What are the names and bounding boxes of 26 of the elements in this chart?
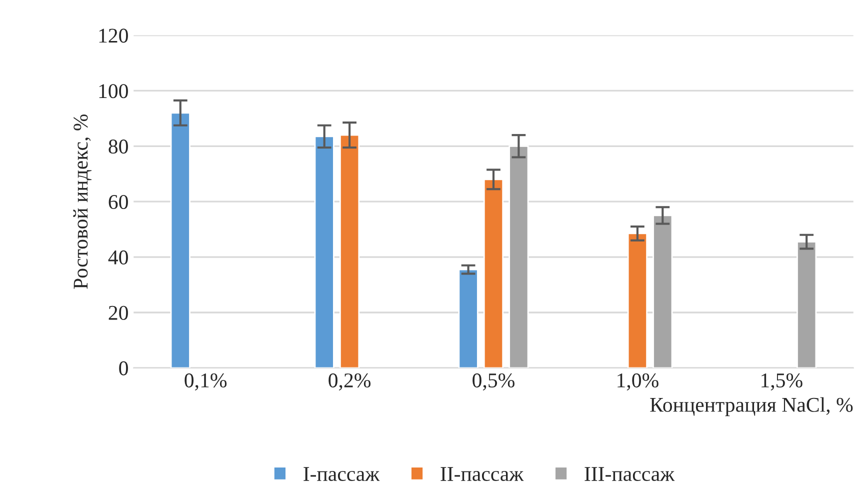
y-tick-label: 80 xyxy=(108,140,128,154)
y-tick-label: 40 xyxy=(108,250,128,264)
y-axis-title: Ростовой индекс, % xyxy=(73,114,92,289)
x-tick-label: 1,0% xyxy=(618,373,658,390)
legend-label: III-пассаж xyxy=(584,467,675,482)
bar xyxy=(652,214,673,368)
x-axis-title: Концентрация NaCl, % xyxy=(650,397,853,416)
bar xyxy=(483,178,504,368)
y-tick-label: 60 xyxy=(108,194,128,210)
bar xyxy=(627,232,648,368)
bar xyxy=(796,241,817,368)
bar xyxy=(314,136,334,368)
y-tick-label: 0 xyxy=(119,361,128,376)
x-tick-label: 1,5% xyxy=(762,373,802,390)
x-tick-label: 0,5% xyxy=(472,373,514,390)
y-tick-label: 120 xyxy=(99,28,128,43)
y-tick-label: 20 xyxy=(108,306,128,320)
bar xyxy=(339,134,360,368)
legend-label: II-пассаж xyxy=(440,467,524,482)
x-tick-label: 0,2% xyxy=(328,373,371,390)
bar xyxy=(508,145,529,368)
y-tick-label: 100 xyxy=(99,84,128,98)
legend-label: I-пассаж xyxy=(304,467,380,482)
bar xyxy=(170,112,190,368)
bar xyxy=(458,268,478,368)
x-tick-label: 0,1% xyxy=(184,373,227,390)
